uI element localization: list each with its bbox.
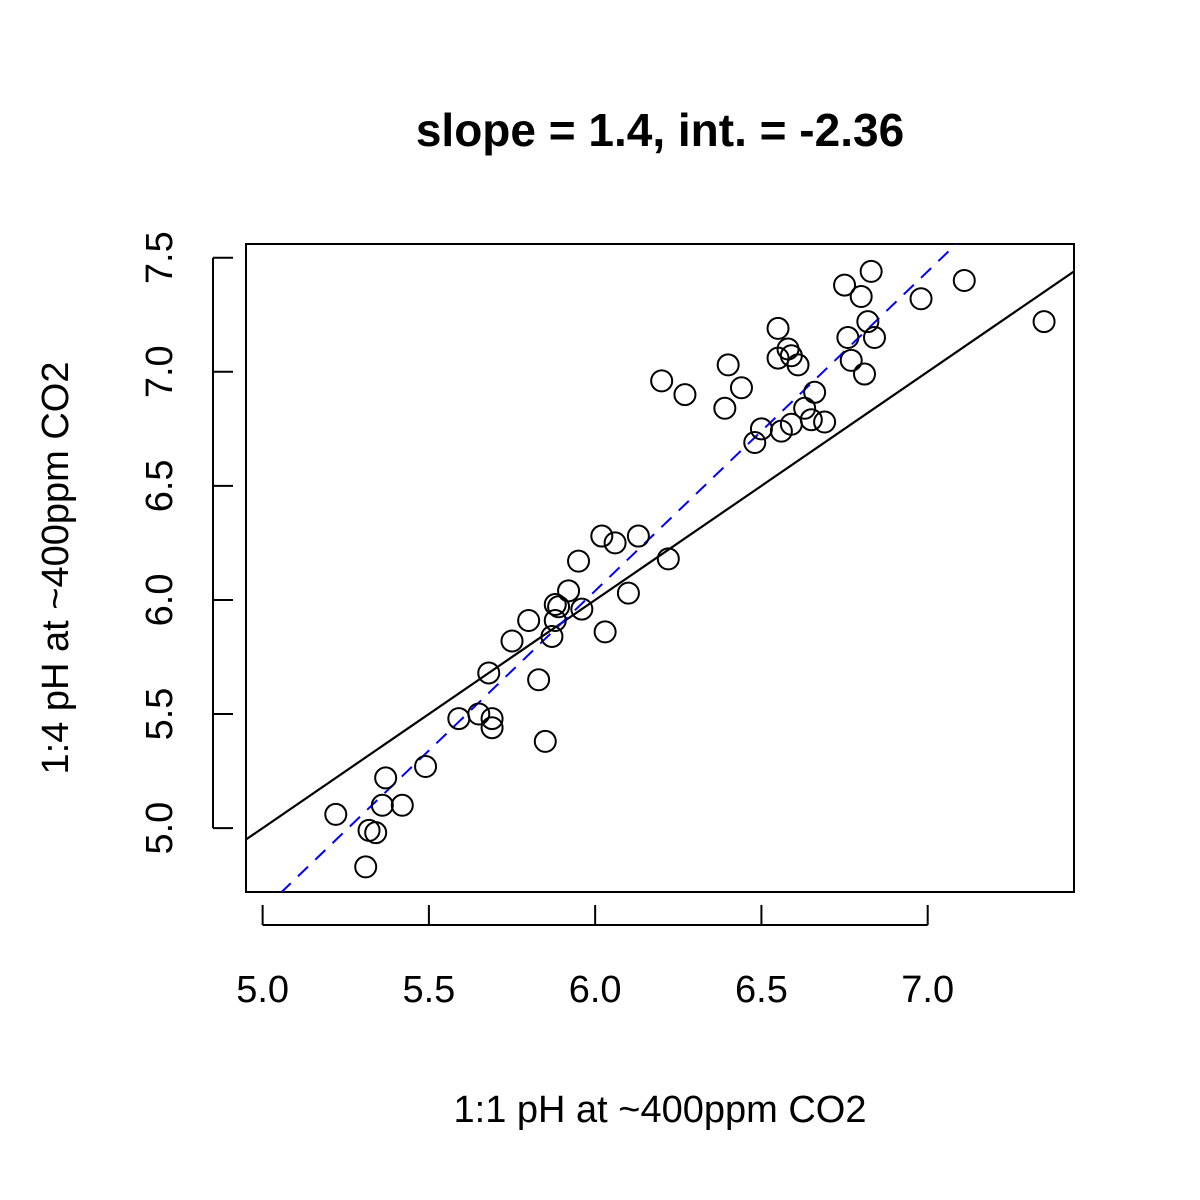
data-point: [500, 629, 524, 653]
data-point: [839, 348, 863, 372]
data-point: [540, 624, 564, 648]
data-point: [716, 353, 740, 377]
y-tick-label: 5.5: [139, 688, 181, 741]
data-point: [590, 524, 614, 548]
y-tick-label: 5.0: [139, 802, 181, 855]
chart-title: slope = 1.4, int. = -2.36: [416, 104, 904, 156]
data-point: [713, 396, 737, 420]
regression-line-dashed: [280, 244, 958, 892]
data-point: [650, 369, 674, 393]
data-point: [543, 593, 567, 617]
data-point: [354, 855, 378, 879]
y-tick-label: 6.0: [139, 574, 181, 627]
data-point: [517, 608, 541, 632]
data-point: [527, 668, 551, 692]
data-point: [480, 707, 504, 731]
data-point: [616, 581, 640, 605]
data-point: [570, 597, 594, 621]
data-point: [799, 408, 823, 432]
data-point: [729, 376, 753, 400]
data-point: [467, 702, 491, 726]
data-point: [414, 755, 438, 779]
y-tick-label: 7.5: [139, 231, 181, 284]
data-point: [766, 316, 790, 340]
data-point: [743, 431, 767, 455]
data-point: [673, 383, 697, 407]
data-point: [533, 729, 557, 753]
y-tick-label: 6.5: [139, 459, 181, 512]
data-point: [803, 380, 827, 404]
data-point: [786, 353, 810, 377]
y-axis-label: 1:4 pH at ~400ppm CO2: [35, 362, 77, 775]
data-point: [364, 821, 388, 845]
data-point: [909, 287, 933, 311]
data-point: [324, 802, 348, 826]
x-axis-label: 1:1 pH at ~400ppm CO2: [454, 1089, 867, 1131]
data-point: [626, 524, 650, 548]
data-point: [853, 362, 877, 386]
data-point: [859, 259, 883, 283]
x-tick-label: 5.5: [402, 969, 455, 1011]
data-point: [593, 620, 617, 644]
x-tick-label: 6.5: [735, 969, 788, 1011]
data-point: [370, 793, 394, 817]
data-point: [849, 284, 873, 308]
data-point: [856, 310, 880, 334]
plot-frame: [245, 243, 1075, 893]
y-tick-label: 7.0: [139, 345, 181, 398]
data-point: [833, 273, 857, 297]
data-point: [952, 269, 976, 293]
data-point: [447, 707, 471, 731]
data-point: [477, 661, 501, 685]
plot-area: 5.0 5.5 6.0 6.5 7.0 5.0 5.5 6.0 6.5 7.0 7.5: [139, 231, 1075, 1011]
data-point: [1032, 310, 1056, 334]
x-tick-label: 7.0: [901, 969, 954, 1011]
data-point: [480, 716, 504, 740]
data-point: [813, 410, 837, 434]
data-point: [374, 766, 398, 790]
data-point: [836, 326, 860, 350]
data-point: [543, 608, 567, 632]
data-point: [390, 793, 414, 817]
x-tick-label: 5.0: [236, 969, 289, 1011]
x-tick-label: 6.0: [569, 969, 622, 1011]
data-point: [749, 417, 773, 441]
data-point: [656, 547, 680, 571]
data-point: [567, 549, 591, 573]
one-to-one-line: [246, 270, 1074, 841]
data-point: [862, 326, 886, 350]
data-point: [603, 531, 627, 555]
data-point: [557, 579, 581, 603]
